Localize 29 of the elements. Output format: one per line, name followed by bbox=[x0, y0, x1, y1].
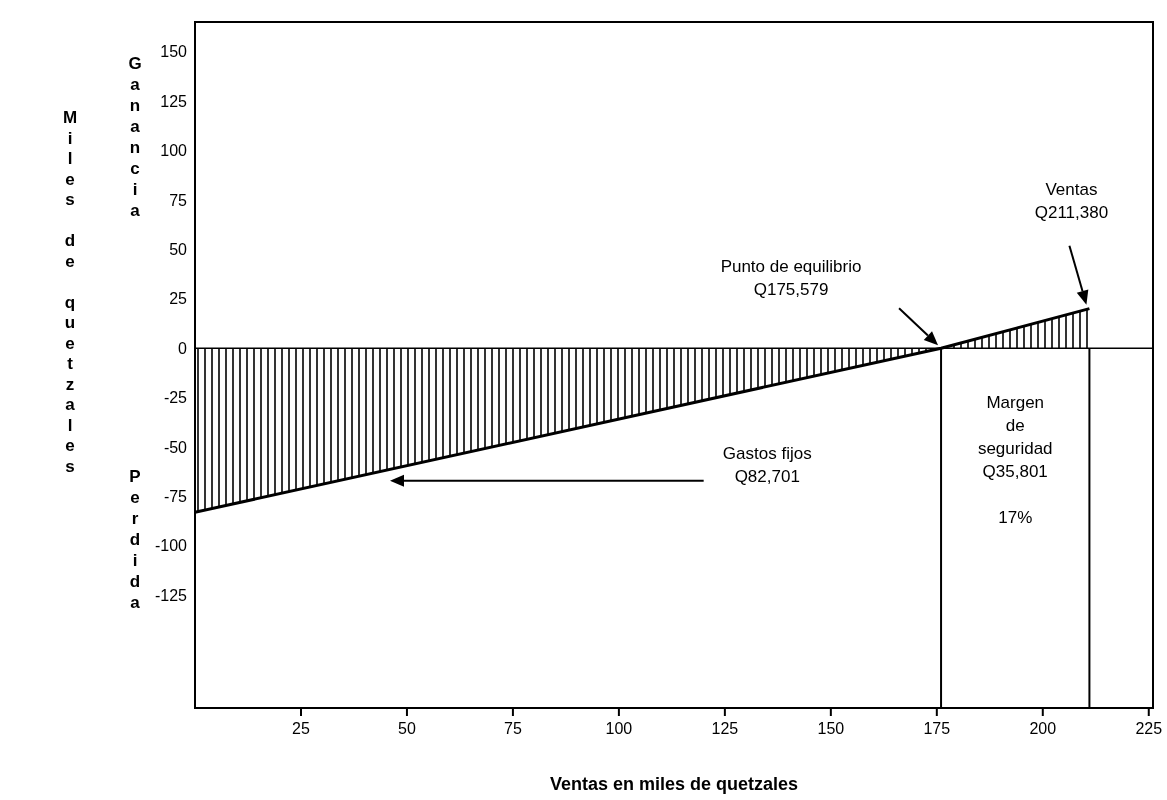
y-tick-label: 0 bbox=[178, 339, 188, 357]
x-tick-label: 50 bbox=[398, 720, 416, 737]
annotation: Gastos fijos Q82,701 bbox=[722, 443, 812, 486]
x-tick-label: 225 bbox=[1135, 720, 1163, 737]
y-tick-label: -50 bbox=[163, 438, 188, 456]
text: Perdida bbox=[129, 467, 141, 612]
y-tick-label: 150 bbox=[160, 43, 188, 61]
x-tick-label: 100 bbox=[605, 720, 633, 737]
text: Miles de quetzales bbox=[62, 108, 78, 476]
text: Ganancia bbox=[128, 54, 142, 220]
x-tick-label: 75 bbox=[504, 720, 522, 737]
annotation: Punto de equilibrio Q175,579 bbox=[720, 257, 862, 300]
x-tick-label: 200 bbox=[1029, 720, 1057, 737]
y-tick-label: -25 bbox=[163, 389, 188, 407]
y-tick-label: 125 bbox=[160, 92, 188, 110]
x-tick-label: 150 bbox=[817, 720, 845, 737]
x-tick-label: 125 bbox=[711, 720, 739, 737]
y-tick-label: 75 bbox=[169, 191, 188, 209]
y-tick-label: 50 bbox=[169, 240, 188, 258]
y-tick-label: 25 bbox=[169, 290, 188, 308]
x-tick-label: 175 bbox=[923, 720, 951, 737]
annotation: Ventas Q211,380 bbox=[1034, 179, 1109, 222]
y-tick-label: -100 bbox=[154, 537, 188, 555]
y-tick-label: 100 bbox=[160, 142, 188, 160]
y-tick-label: -75 bbox=[163, 488, 188, 506]
y-tick-label: -125 bbox=[154, 586, 188, 604]
x-axis-title: Ventas en miles de quetzales bbox=[549, 774, 799, 794]
text: Margen de seguridad Q35,801 17% bbox=[977, 392, 1053, 527]
x-tick-label: 25 bbox=[292, 720, 310, 737]
